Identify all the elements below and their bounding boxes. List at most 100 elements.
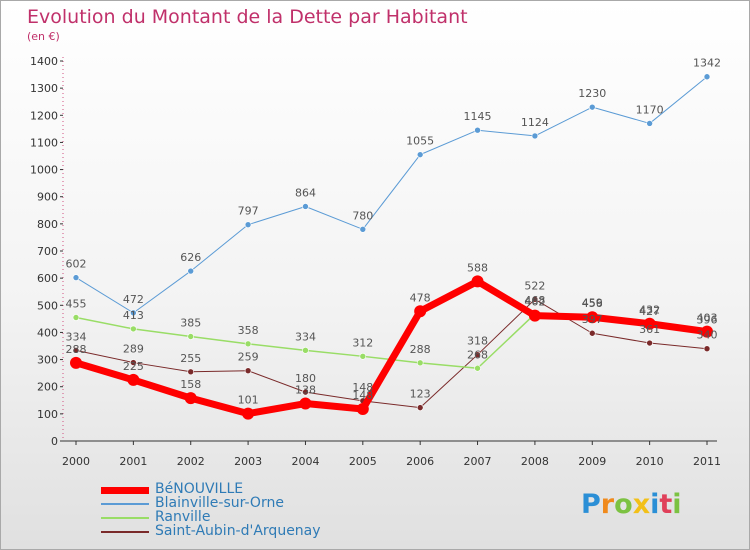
data-point [302,388,309,396]
data-point [359,225,367,233]
data-point [187,333,195,340]
data-point [130,359,137,366]
x-tick-label: 2005 [349,455,377,468]
x-tick-label: 2007 [464,455,492,468]
data-label: 268 [467,348,488,361]
data-label: 780 [352,209,373,222]
data-label: 255 [180,352,201,365]
x-tick-label: 2000 [62,455,90,468]
x-tick-label: 2011 [693,455,721,468]
data-label: 397 [582,313,603,326]
data-point [187,267,195,275]
data-point [588,329,596,337]
legend-label: Saint-Aubin-d'Arquenay [155,523,321,539]
data-point [72,274,80,281]
data-point [302,203,309,210]
data-point [588,103,596,111]
data-label: 413 [123,309,144,322]
data-point [586,311,599,324]
data-label: 1230 [578,87,606,100]
data-point [242,407,255,420]
legend-label: Blainville-sur-Orne [155,495,284,511]
logo-letter: t [659,489,673,520]
data-point [646,339,653,347]
legend-label: Ranville [155,509,211,525]
data-point [72,347,80,354]
y-tick-label: 1300 [30,82,58,95]
data-point [416,151,424,158]
data-label: 864 [295,186,316,199]
data-label: 456 [582,297,603,310]
data-label: 1124 [521,116,549,129]
data-label: 148 [352,381,373,394]
logo-letter: o [614,489,633,520]
y-tick-label: 0 [51,435,58,448]
x-tick-label: 2003 [234,455,262,468]
y-tick-label: 200 [37,381,58,394]
y-tick-label: 900 [37,191,58,204]
data-label: 259 [238,351,259,364]
x-tick-label: 2006 [406,455,434,468]
data-label: 462 [524,296,545,309]
chart-subtitle: (en €) [27,30,60,43]
data-point [187,368,195,376]
data-label: 403 [697,312,718,325]
data-label: 158 [180,378,201,391]
legend-swatch [101,486,149,494]
data-point [356,402,369,415]
y-tick-label: 800 [37,218,58,231]
data-label: 225 [123,360,144,373]
data-point [646,120,653,127]
y-tick-label: 1400 [30,55,58,68]
y-tick-label: 1000 [30,164,58,177]
legend-swatch [101,531,149,533]
data-label: 340 [697,329,718,342]
data-label: 602 [66,258,87,271]
data-point [528,309,541,322]
data-point [471,275,484,288]
data-point [531,296,539,303]
data-point [244,340,252,348]
data-label: 1342 [693,57,721,70]
data-point [701,325,713,338]
data-label: 797 [238,205,259,218]
data-point [474,351,481,358]
y-tick-label: 400 [37,326,58,339]
data-point [416,404,424,411]
y-tick-label: 1200 [30,109,58,122]
data-label: 522 [524,279,545,292]
x-tick-label: 2009 [578,455,606,468]
y-tick-label: 300 [37,354,58,367]
y-tick-label: 700 [37,245,58,258]
data-label: 385 [180,317,201,330]
data-label: 478 [410,291,431,304]
data-point [474,126,481,134]
x-tick-label: 2004 [291,455,319,468]
data-point [416,359,424,367]
data-point [359,353,367,360]
data-label: 626 [180,251,201,264]
data-point [703,345,711,353]
data-label: 432 [639,304,660,317]
data-label: 312 [352,336,373,349]
data-point [130,309,137,317]
x-tick-label: 2002 [177,455,205,468]
x-tick-label: 2010 [636,455,664,468]
data-point [184,392,197,405]
data-point [70,356,82,369]
data-label: 138 [295,384,316,397]
data-point [474,364,481,372]
data-label: 289 [123,343,144,356]
logo-letter: i [650,489,660,520]
data-point [72,314,80,321]
data-point [643,317,656,330]
data-label: 358 [238,324,259,337]
data-label: 288 [410,343,431,356]
proxiti-logo: Proxiti [581,489,682,520]
y-tick-label: 600 [37,272,58,285]
data-point [531,132,539,140]
data-label: 334 [295,330,316,343]
data-label: 318 [467,335,488,348]
